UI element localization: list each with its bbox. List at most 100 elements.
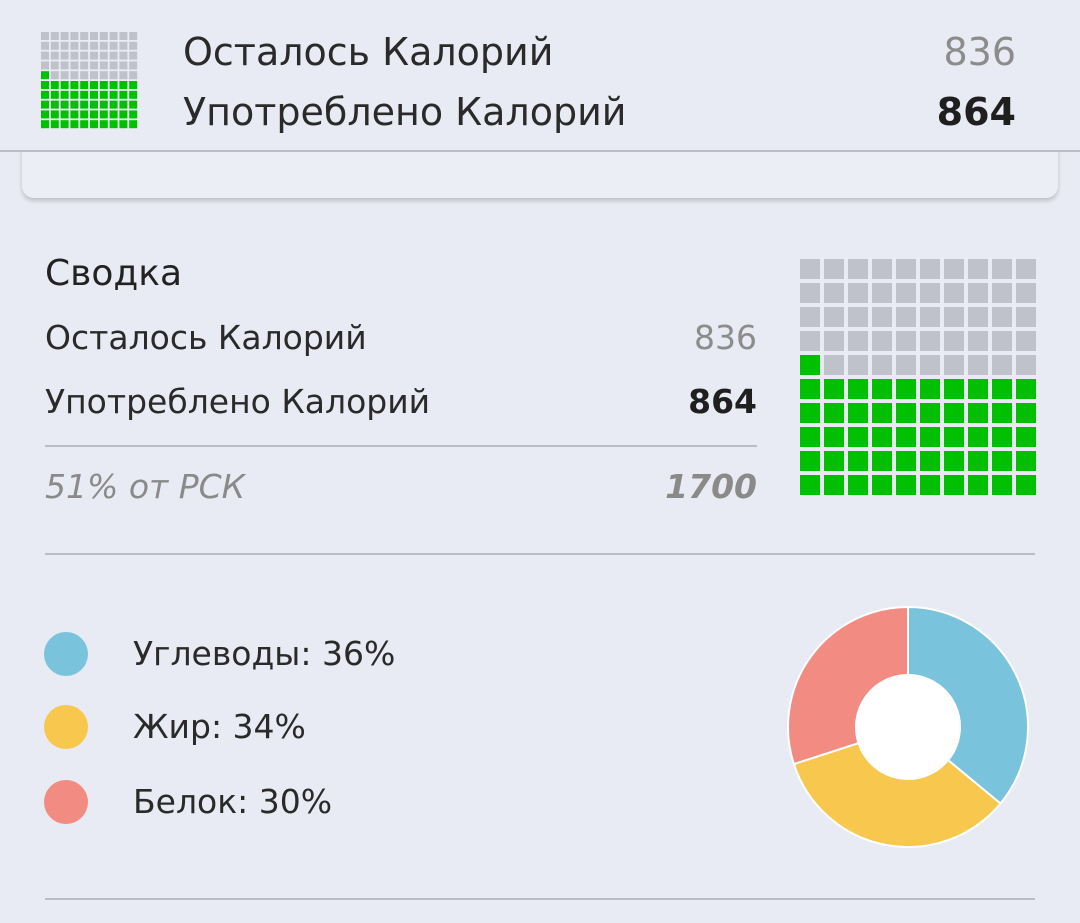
- grid-cell-empty: [800, 283, 820, 303]
- grid-cell-empty: [848, 355, 868, 375]
- grid-cell-empty: [50, 51, 59, 60]
- grid-cell-filled: [99, 110, 108, 119]
- fat-label: Жир: 34%: [133, 707, 306, 746]
- grid-cell-empty: [41, 32, 49, 40]
- grid-cell-empty: [109, 41, 118, 50]
- grid-cell-empty: [1016, 355, 1036, 375]
- grid-cell-filled: [992, 451, 1012, 471]
- grid-cell-empty: [944, 259, 964, 279]
- grid-cell-filled: [50, 81, 59, 89]
- grid-cell-empty: [70, 71, 79, 80]
- grid-cell-empty: [50, 71, 59, 80]
- grid-cell-empty: [70, 61, 79, 70]
- grid-cell-filled: [99, 90, 108, 99]
- grid-cell-empty: [896, 283, 916, 303]
- grid-cell-empty: [992, 283, 1012, 303]
- grid-cell-filled: [109, 90, 118, 99]
- grid-cell-empty: [920, 259, 940, 279]
- grid-cell-filled: [41, 100, 49, 109]
- grid-cell-empty: [109, 32, 118, 40]
- grid-cell-filled: [129, 120, 138, 129]
- grid-cell-filled: [70, 120, 79, 129]
- grid-cell-filled: [1016, 403, 1036, 423]
- grid-cell-filled: [872, 403, 892, 423]
- grid-cell-filled: [800, 355, 820, 375]
- grid-cell-empty: [90, 51, 98, 60]
- grid-cell-empty: [800, 307, 820, 327]
- grid-cell-empty: [90, 61, 98, 70]
- grid-cell-filled: [896, 427, 916, 447]
- grid-cell-empty: [992, 331, 1012, 351]
- grid-cell-filled: [848, 451, 868, 471]
- grid-cell-filled: [129, 90, 138, 99]
- consumed-calories-value: 864: [936, 90, 1016, 134]
- donut-hole: [856, 675, 960, 779]
- grid-cell-empty: [41, 41, 49, 50]
- grid-cell-filled: [41, 110, 49, 119]
- grid-cell-filled: [992, 403, 1012, 423]
- calorie-progress-grid-small: [41, 32, 138, 129]
- grid-cell-filled: [109, 81, 118, 89]
- grid-cell-filled: [848, 379, 868, 399]
- grid-cell-filled: [920, 475, 940, 495]
- grid-cell-filled: [99, 100, 108, 109]
- grid-cell-empty: [896, 307, 916, 327]
- grid-cell-empty: [90, 41, 98, 50]
- grid-cell-empty: [60, 41, 69, 50]
- grid-cell-filled: [1016, 451, 1036, 471]
- grid-cell-empty: [800, 331, 820, 351]
- grid-cell-empty: [824, 331, 844, 351]
- summary-consumed-value: 864: [688, 382, 757, 421]
- grid-cell-filled: [920, 427, 940, 447]
- grid-cell-empty: [944, 331, 964, 351]
- grid-cell-filled: [129, 110, 138, 119]
- grid-cell-filled: [90, 120, 98, 129]
- grid-cell-filled: [824, 475, 844, 495]
- grid-cell-filled: [80, 100, 89, 109]
- grid-cell-filled: [872, 475, 892, 495]
- grid-cell-empty: [872, 307, 892, 327]
- grid-cell-filled: [70, 90, 79, 99]
- grid-cell-empty: [99, 71, 108, 80]
- grid-cell-filled: [90, 110, 98, 119]
- grid-cell-filled: [944, 403, 964, 423]
- grid-cell-empty: [992, 259, 1012, 279]
- grid-cell-empty: [824, 307, 844, 327]
- grid-cell-empty: [109, 61, 118, 70]
- grid-cell-filled: [872, 427, 892, 447]
- grid-cell-filled: [944, 379, 964, 399]
- protein-color-dot: [44, 780, 88, 824]
- grid-cell-empty: [119, 51, 128, 60]
- grid-cell-filled: [824, 379, 844, 399]
- grid-cell-filled: [70, 100, 79, 109]
- grid-cell-filled: [824, 451, 844, 471]
- grid-cell-empty: [872, 331, 892, 351]
- grid-cell-empty: [968, 355, 988, 375]
- grid-cell-filled: [968, 427, 988, 447]
- grid-cell-filled: [944, 475, 964, 495]
- grid-cell-empty: [50, 61, 59, 70]
- grid-cell-filled: [896, 451, 916, 471]
- grid-cell-empty: [896, 355, 916, 375]
- grid-cell-filled: [90, 81, 98, 89]
- grid-cell-empty: [968, 331, 988, 351]
- grid-cell-filled: [1016, 379, 1036, 399]
- grid-cell-empty: [119, 61, 128, 70]
- carbs-color-dot: [44, 632, 88, 676]
- grid-cell-filled: [70, 81, 79, 89]
- protein-label: Белок: 30%: [133, 782, 333, 821]
- rsk-value: 1700: [665, 467, 757, 506]
- grid-cell-filled: [896, 403, 916, 423]
- grid-cell-empty: [848, 331, 868, 351]
- grid-cell-empty: [1016, 259, 1036, 279]
- grid-cell-empty: [80, 51, 89, 60]
- grid-cell-empty: [129, 71, 138, 80]
- grid-cell-filled: [50, 110, 59, 119]
- grid-cell-empty: [41, 61, 49, 70]
- grid-cell-empty: [968, 259, 988, 279]
- donut-slice-fat: [792, 741, 1002, 848]
- grid-cell-empty: [129, 61, 138, 70]
- grid-cell-filled: [848, 403, 868, 423]
- grid-cell-filled: [800, 451, 820, 471]
